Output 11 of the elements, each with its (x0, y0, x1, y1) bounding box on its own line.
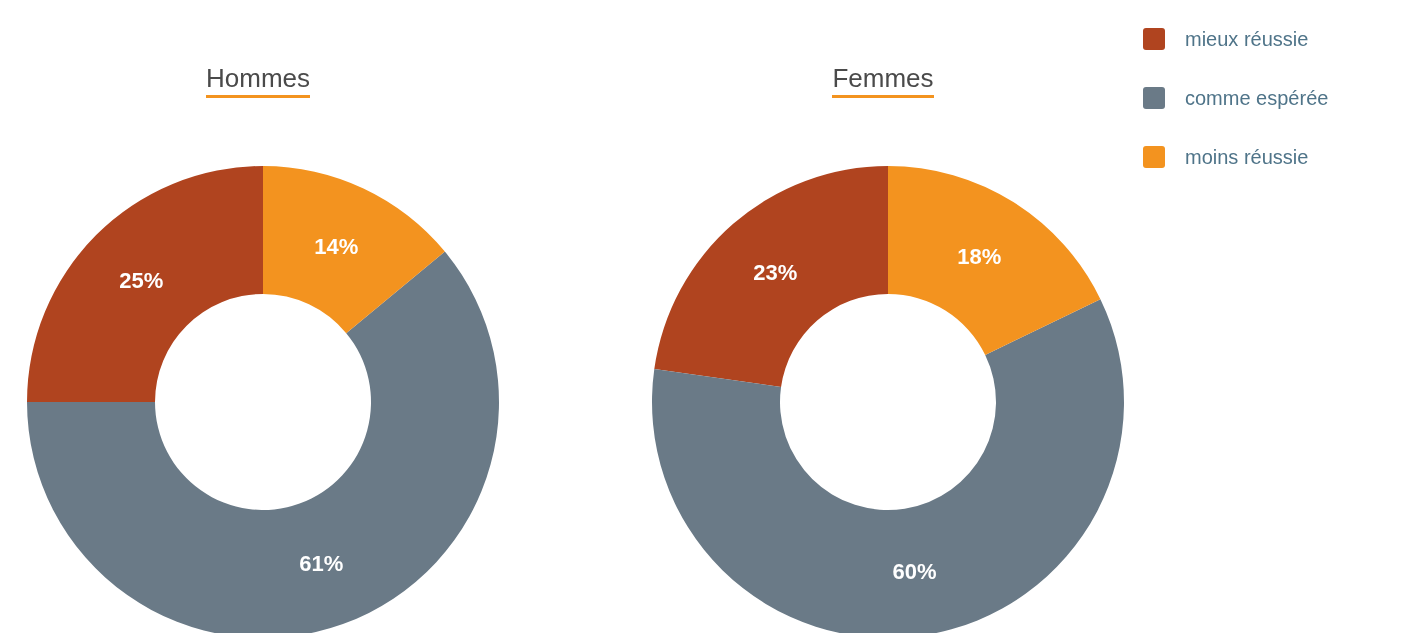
data-label: 23% (753, 259, 798, 285)
data-label: 61% (299, 551, 344, 577)
text: Hommes (205, 63, 310, 98)
data-label: 18% (957, 243, 1002, 269)
legend-label: mieux réussie (1185, 27, 1309, 51)
legend-label: moins réussie (1185, 145, 1309, 169)
chart-title: Femmes (832, 63, 934, 98)
data-label: 60% (892, 559, 937, 585)
legend-label: comme espérée (1185, 86, 1329, 110)
data-label: 25% (119, 267, 164, 293)
data-label: 14% (314, 233, 359, 259)
